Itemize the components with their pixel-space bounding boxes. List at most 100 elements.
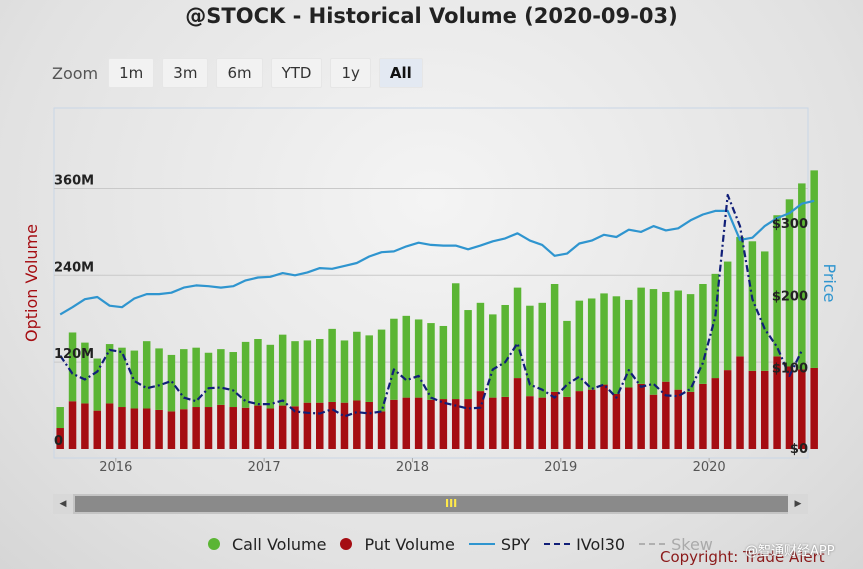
put-volume-bar [291,406,299,449]
x-tick-label: 2018 [396,460,429,475]
call-volume-bar [142,341,151,409]
call-volume-bar [56,407,64,429]
scroll-right-icon[interactable]: ▶ [788,494,808,514]
call-volume-bar [798,183,806,370]
x-tick-label: 2016 [99,460,132,475]
put-volume-bar [575,391,584,449]
put-volume-bar [241,407,250,449]
put-volume-bar [464,399,472,449]
put-volume-bar [760,370,769,449]
zoom-bar: Zoom 1m 3m 6m YTD 1y All [52,58,431,88]
put-volume-bar [229,407,237,449]
call-volume-bar [563,320,571,397]
put-volume-bar [476,391,485,449]
navigator-grip[interactable]: III [445,497,458,510]
call-volume-bar [427,323,435,400]
call-volume-bar [93,358,102,411]
put-volume-bar [142,408,151,449]
put-volume-bar [93,410,102,449]
y2-tick-label: $300 [772,217,808,232]
put-volume-bar [192,407,200,449]
navigator-track[interactable]: III [75,496,791,512]
y2-tick-label: $200 [772,289,808,304]
zoom-3m-button[interactable]: 3m [162,58,209,88]
legend-put-label: Put Volume [364,534,455,554]
legend-skew[interactable]: Skew [639,535,713,554]
put-volume-bar [266,408,275,449]
put-volume-bar [340,402,349,449]
watermark-text: @智通财经APP [745,544,835,559]
zoom-6m-button[interactable]: 6m [216,58,263,88]
put-volume-bar [798,369,806,449]
put-volume-bar [167,411,176,449]
put-volume-bar [550,391,559,449]
call-volume-bar [340,340,349,403]
call-volume-bar [489,314,497,398]
call-volume-bar [748,241,757,371]
put-volume-bar [612,393,621,449]
call-volume-bar [649,289,658,395]
call-volume-bar [587,298,596,390]
call-volume-bar [254,338,262,406]
put-volume-bar [316,402,324,449]
call-volume-bar [192,347,200,408]
put-volume-bar [810,367,818,449]
zoom-ytd-button[interactable]: YTD [270,58,323,88]
put-volume-bar [204,407,213,449]
legend-call-volume[interactable]: Call Volume [208,535,326,554]
put-volume-bar [563,396,571,449]
put-volume-bar [439,399,448,449]
y-tick-label: 0 [54,434,63,449]
legend-skew-label: Skew [671,534,713,554]
call-volume-bar [130,350,139,409]
put-volume-bar [699,383,707,449]
call-volume-bar [316,338,324,403]
ivol30-dash-icon [544,543,571,545]
put-volume-bar [56,428,64,449]
call-volume-bar [736,236,744,357]
zoom-1m-button[interactable]: 1m [108,58,155,88]
zoom-1y-button[interactable]: 1y [330,58,371,88]
legend-put-volume[interactable]: Put Volume [340,534,455,554]
call-volume-bar [723,261,732,371]
y-axis-title: Option Volume [22,224,41,342]
call-volume-bar [810,170,818,368]
put-volume-bar [130,408,139,449]
axes: 0 120M 240M 360M $0 $100 $200 $300 2016 2017 2018 2… [54,173,808,475]
put-volume-bar [773,356,781,449]
call-volume-bar [414,319,423,398]
x-tick-label: 2020 [693,460,726,475]
call-volume-bar [81,342,89,404]
put-volume-bar [501,396,509,449]
put-volume-bar [390,399,398,449]
legend-spy[interactable]: SPY [468,534,531,554]
put-volume-bar [427,399,435,449]
call-volume-bar [711,273,720,379]
zoom-all-button[interactable]: All [378,58,423,88]
navigator-scrollbar[interactable]: ◀ III ▶ [53,494,808,514]
call-volume-bar [451,283,460,400]
call-volume-bar [118,347,126,408]
y2-axis-title: Price [820,263,839,302]
put-volume-bar [489,397,497,449]
legend-ivol30[interactable]: IVol30 [544,535,625,554]
put-volume-bar [254,405,262,449]
put-volume-bar [105,403,114,449]
put-volume-bar [711,378,720,449]
call-volume-bar [513,287,522,379]
legend-spy-label: SPY [500,534,531,554]
call-volume-bar [204,352,213,408]
scroll-left-icon[interactable]: ◀ [53,494,73,514]
call-volume-bar [773,215,781,357]
call-volume-bar [229,352,237,408]
call-volume-bar [68,332,77,402]
call-volume-bar [550,283,559,392]
call-volume-bar [662,291,670,382]
call-volume-bar [278,334,287,406]
call-volume-bar [155,348,163,410]
put-volume-bar [526,396,534,449]
put-volume-bar [736,356,744,449]
call-volume-bar [538,302,546,398]
put-volume-bar [625,387,633,449]
ivol30-line [59,193,803,418]
